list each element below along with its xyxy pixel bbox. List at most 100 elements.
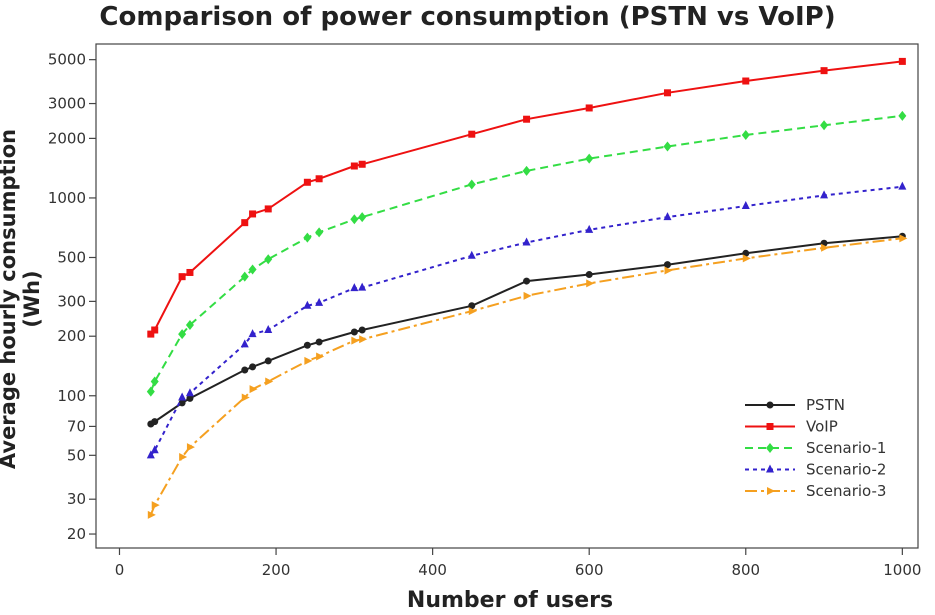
- plot-frame: [95, 43, 919, 549]
- data-point-voip: [178, 273, 186, 281]
- legend-marker: [766, 464, 774, 473]
- data-point-scenario-3: [179, 453, 188, 462]
- y-axis-label: Average hourly consumption (Wh): [0, 128, 44, 470]
- legend-label: Scenario-1: [806, 439, 886, 457]
- x-tick-label: 200: [262, 561, 291, 579]
- x-tick-label: 0: [115, 561, 125, 579]
- data-point-scenario-3: [316, 352, 325, 361]
- data-point-scenario-1: [358, 212, 367, 223]
- data-point-pstn: [523, 277, 531, 285]
- data-point-pstn: [358, 326, 366, 334]
- y-tick-label: 20: [67, 525, 86, 543]
- data-point-scenario-2: [240, 339, 249, 348]
- x-tick-label: 600: [575, 561, 604, 579]
- data-point-scenario-1: [467, 179, 476, 190]
- data-point-scenario-3: [359, 335, 368, 344]
- data-point-scenario-2: [741, 201, 750, 210]
- data-point-voip: [249, 210, 257, 218]
- data-point-scenario-2: [264, 324, 273, 333]
- y-tick-label: 300: [57, 292, 86, 310]
- data-point-pstn: [151, 418, 159, 426]
- series-line-pstn: [150, 235, 903, 425]
- y-tick-label: 500: [57, 248, 86, 266]
- data-point-voip: [147, 330, 155, 338]
- data-point-scenario-3: [523, 291, 532, 300]
- x-axis-label: Number of users: [406, 588, 614, 613]
- data-point-scenario-1: [741, 130, 750, 141]
- data-point-voip: [663, 89, 671, 97]
- y-tick-label: 1000: [48, 189, 86, 207]
- data-point-pstn: [186, 394, 194, 402]
- legend-label: Scenario-2: [806, 461, 886, 479]
- data-point-scenario-3: [899, 234, 908, 243]
- data-point-voip: [742, 77, 750, 85]
- data-point-scenario-1: [522, 165, 531, 176]
- y-tick-label: 5000: [48, 51, 86, 69]
- data-point-voip: [820, 67, 828, 75]
- data-point-scenario-3: [304, 356, 313, 365]
- data-point-pstn: [663, 261, 671, 269]
- data-point-scenario-2: [248, 329, 257, 338]
- data-point-scenario-1: [185, 319, 194, 330]
- data-point-scenario-1: [315, 227, 324, 238]
- data-point-scenario-2: [358, 282, 367, 291]
- data-point-scenario-3: [468, 307, 477, 316]
- data-point-pstn: [178, 399, 186, 407]
- data-point-scenario-2: [315, 297, 324, 306]
- data-point-scenario-3: [351, 336, 360, 345]
- data-point-scenario-1: [898, 110, 907, 121]
- data-point-scenario-1: [820, 120, 829, 131]
- data-point-scenario-1: [150, 376, 159, 387]
- y-tick-label: 50: [67, 446, 86, 464]
- data-point-pstn: [315, 338, 323, 346]
- data-point-voip: [241, 219, 249, 227]
- data-point-voip: [151, 326, 159, 334]
- data-point-scenario-1: [248, 264, 257, 275]
- data-point-scenario-1: [264, 254, 273, 265]
- data-point-scenario-2: [820, 190, 829, 199]
- data-point-scenario-1: [350, 214, 359, 225]
- data-point-voip: [358, 160, 366, 168]
- data-point-voip: [585, 104, 593, 112]
- chart-title: Comparison of power consumption (PSTN vs…: [99, 2, 836, 32]
- legend-marker: [766, 423, 774, 430]
- x-tick-label: 400: [418, 561, 447, 579]
- data-point-pstn: [241, 366, 249, 374]
- data-point-pstn: [303, 341, 311, 349]
- data-point-scenario-2: [150, 445, 159, 454]
- data-point-scenario-3: [664, 266, 673, 275]
- data-point-scenario-1: [585, 153, 594, 164]
- data-point-scenario-3: [821, 243, 830, 252]
- data-point-scenario-2: [663, 212, 672, 221]
- data-point-voip: [468, 130, 476, 138]
- data-point-scenario-3: [241, 393, 250, 402]
- data-point-scenario-2: [178, 392, 187, 401]
- legend-label: PSTN: [806, 396, 845, 414]
- data-point-scenario-3: [151, 501, 160, 510]
- legend-label: VoIP: [806, 418, 838, 436]
- data-point-scenario-1: [178, 329, 187, 340]
- data-point-scenario-1: [303, 232, 312, 243]
- data-point-scenario-2: [585, 224, 594, 233]
- data-point-scenario-2: [467, 250, 476, 259]
- data-point-scenario-2: [522, 237, 531, 246]
- data-point-scenario-1: [146, 386, 155, 397]
- y-tick-label: 200: [57, 327, 86, 345]
- data-point-scenario-2: [350, 283, 359, 292]
- data-point-voip: [523, 115, 531, 123]
- y-tick-label: 30: [67, 490, 86, 508]
- x-tick-label: 1000: [883, 561, 921, 579]
- series-line-scenario-1: [149, 114, 903, 392]
- data-point-scenario-3: [265, 377, 274, 386]
- data-point-voip: [350, 162, 358, 170]
- series-line-scenario-2: [150, 185, 903, 456]
- data-point-pstn: [264, 357, 272, 365]
- data-point-scenario-3: [147, 510, 156, 519]
- data-point-voip: [303, 178, 311, 186]
- data-point-scenario-1: [663, 141, 672, 152]
- legend-marker: [766, 401, 774, 409]
- data-point-scenario-2: [146, 450, 155, 459]
- data-point-scenario-2: [185, 388, 194, 397]
